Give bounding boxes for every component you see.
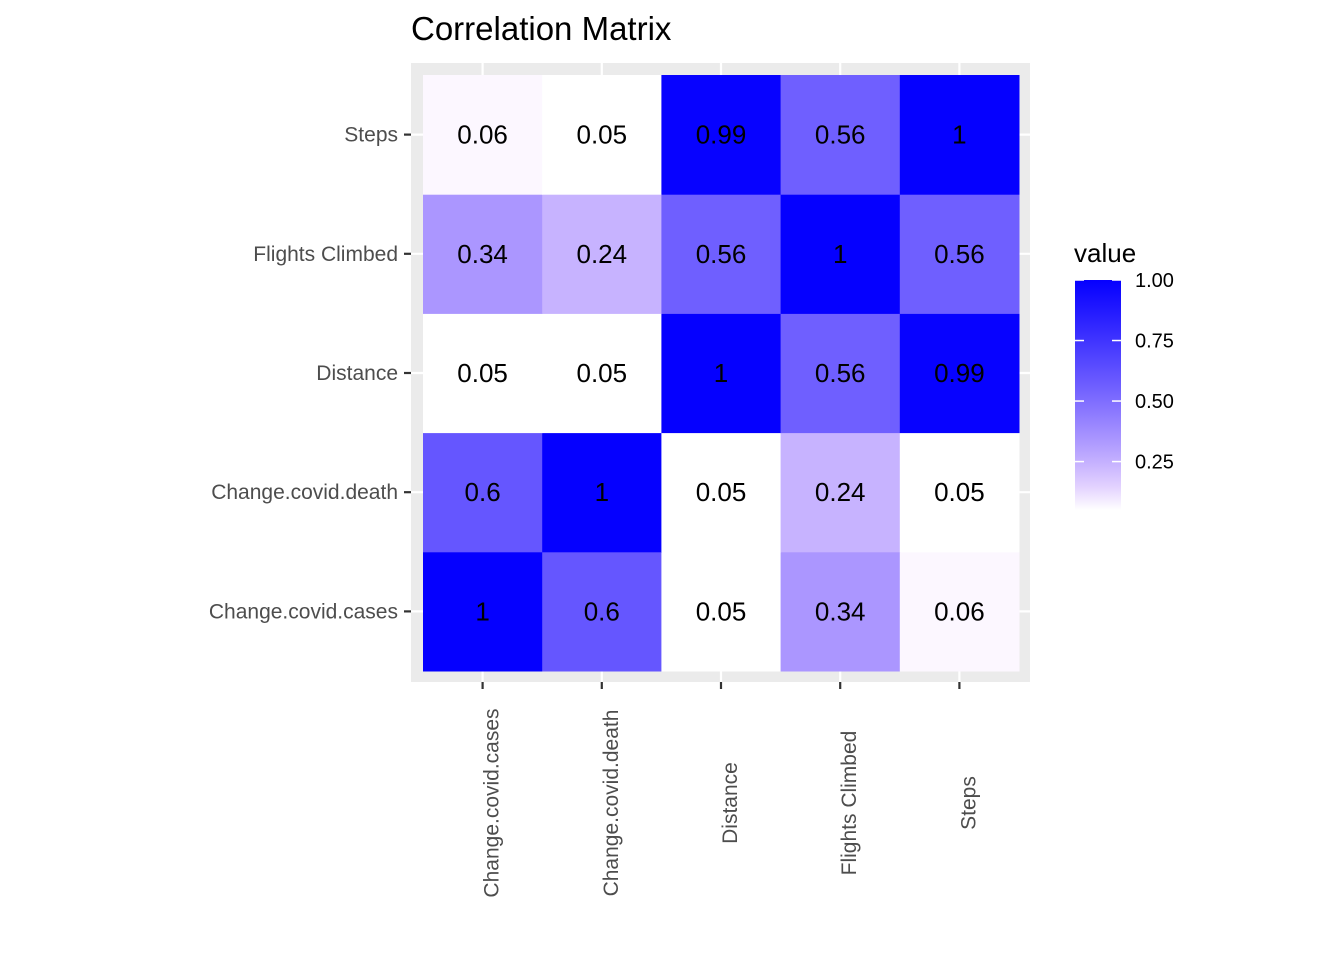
cell-value-label: 1 (475, 596, 489, 626)
heatmap-cell (542, 432, 662, 553)
heatmap-cell (423, 75, 543, 195)
heatmap-cell (661, 432, 782, 553)
legend-color-bar (1075, 280, 1121, 510)
heatmap-cell (542, 313, 662, 434)
heatmap-cell (899, 75, 1020, 195)
cell-value-label: 0.06 (934, 596, 985, 626)
color-legend: value 1.00 0.75 0.50 0.25 (1074, 238, 1174, 510)
heatmap-cell (542, 75, 662, 195)
cell-value-label: 1 (595, 477, 609, 507)
cell-value-label: 0.34 (457, 239, 508, 269)
heatmap-cell (423, 194, 543, 314)
heatmap-cell (423, 313, 543, 434)
legend-tick-label: 1.00 (1135, 270, 1174, 292)
cell-value-label: 0.24 (815, 477, 866, 507)
x-tick-label-steps: Steps (957, 776, 980, 830)
y-tick-label-steps: Steps (344, 124, 398, 147)
cell-value-label: 0.99 (934, 358, 985, 388)
cell-value-label: 1 (833, 239, 847, 269)
heatmap-cell (899, 551, 1020, 672)
x-axis: Change.covid.cases Change.covid.death Dist… (481, 682, 980, 898)
y-tick-label-change-covid-cases: Change.covid.cases (209, 600, 398, 623)
cell-value-label: 0.56 (934, 239, 985, 269)
heatmap-cell (899, 432, 1020, 553)
cell-value-label: 0.56 (815, 358, 866, 388)
cell-value-label: 0.99 (696, 120, 747, 150)
cell-value-label: 1 (952, 120, 966, 150)
y-tick-label-flights-climbed: Flights Climbed (253, 243, 398, 266)
cell-value-label: 0.6 (465, 477, 501, 507)
x-tick-label-distance: Distance (719, 762, 742, 844)
heatmap-cell (423, 551, 543, 672)
x-tick-label-flights-climbed: Flights Climbed (838, 731, 861, 876)
y-tick-label-distance: Distance (316, 362, 398, 385)
cell-value-label: 0.05 (576, 358, 627, 388)
cell-value-label: 0.06 (457, 120, 508, 150)
cell-value-label: 0.05 (576, 120, 627, 150)
heatmap-cell (899, 313, 1020, 434)
legend-tick-label: 0.75 (1135, 331, 1174, 353)
y-axis: Change.covid.cases Change.covid.death Dist… (209, 124, 411, 623)
heatmap-cell (661, 75, 782, 195)
y-tick-label-change-covid-death: Change.covid.death (211, 481, 398, 504)
cell-value-label: 0.34 (815, 596, 866, 626)
heatmap-cell (661, 194, 782, 314)
legend-title: value (1074, 238, 1136, 268)
heatmap-cell (780, 551, 901, 672)
heatmap-cell (780, 432, 901, 553)
cell-value-label: 0.05 (457, 358, 508, 388)
x-tick-label-change-covid-death: Change.covid.death (600, 710, 623, 897)
heatmap-cell (780, 313, 901, 434)
cell-value-label: 0.56 (696, 239, 747, 269)
heatmap-cell (899, 194, 1020, 314)
heatmap-cell (423, 432, 543, 553)
heatmap-cell (661, 551, 782, 672)
heatmap-cell (661, 313, 782, 434)
cell-value-label: 0.05 (696, 477, 747, 507)
chart-title: Correlation Matrix (411, 10, 672, 47)
cell-value-label: 0.05 (696, 596, 747, 626)
heatmap-cell-labels: 1 0.6 0.05 0.34 0.06 0.6 1 0.05 0.24 0.05 0.05 0.05… (457, 120, 984, 627)
cell-value-label: 0.6 (584, 596, 620, 626)
heatmap-cell (542, 551, 662, 672)
heatmap-cells (423, 75, 1020, 672)
heatmap-cell (542, 194, 662, 314)
cell-value-label: 0.56 (815, 120, 866, 150)
cell-value-label: 0.24 (576, 239, 627, 269)
heatmap-cell (780, 75, 901, 195)
heatmap-cell (780, 194, 901, 314)
legend-tick-label: 0.25 (1135, 452, 1174, 474)
x-tick-label-change-covid-cases: Change.covid.cases (481, 708, 504, 897)
cell-value-label: 1 (714, 358, 728, 388)
legend-tick-label: 0.50 (1135, 391, 1174, 413)
cell-value-label: 0.05 (934, 477, 985, 507)
